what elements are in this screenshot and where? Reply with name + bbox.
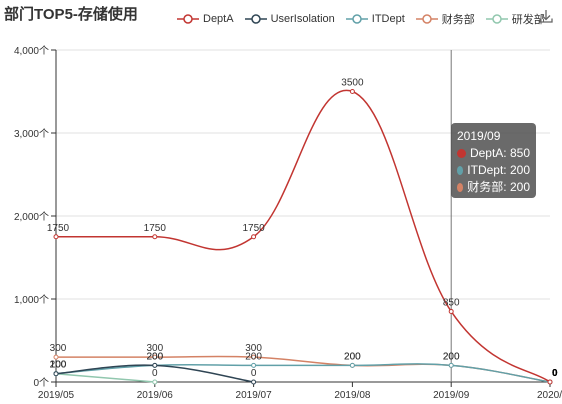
data-point[interactable] (251, 354, 257, 360)
x-tick-label: 2019/09 (433, 390, 470, 401)
data-label: 200 (344, 351, 361, 362)
tooltip-row-itdept: ITDept: 200 (457, 162, 530, 179)
data-point[interactable] (349, 362, 355, 368)
data-point[interactable] (152, 379, 158, 385)
tooltip-row-finance: 财务部: 200 (457, 179, 530, 196)
data-label: 100 (50, 360, 67, 371)
x-tick-label: 2020/ (537, 390, 562, 401)
legend-label: ITDept (371, 13, 405, 25)
y-tick-label: 2,000个 (14, 211, 49, 223)
data-point[interactable] (53, 371, 59, 377)
data-point[interactable] (152, 362, 158, 368)
series-line (56, 355, 551, 383)
y-tick-label: 0个 (33, 377, 49, 389)
y-tick-label: 3,000个 (14, 128, 49, 140)
legend-label: DeptA (203, 13, 234, 25)
data-label: 200 (443, 351, 460, 362)
series-dot-icon (457, 166, 464, 175)
data-label: 1750 (47, 223, 70, 234)
data-label: 0 (251, 368, 257, 379)
data-point[interactable] (547, 379, 553, 385)
series-line (55, 372, 155, 383)
legend-item-depta[interactable]: DeptA (177, 13, 234, 25)
data-label: 200 (50, 360, 67, 371)
x-tick-label: 2019/08 (334, 390, 371, 401)
data-point[interactable] (251, 379, 257, 385)
data-label: 300 (50, 343, 67, 354)
legend-item-itdept[interactable]: ITDept (345, 13, 405, 25)
legend-item-userisolation[interactable]: UserIsolation (244, 13, 335, 25)
series-dot-icon (457, 149, 466, 158)
data-label: 200 (245, 351, 262, 362)
data-label: 0 (552, 368, 558, 379)
series-userisolation (53, 362, 257, 385)
legend-marker-icon (415, 14, 438, 24)
data-label: 1750 (242, 223, 265, 234)
data-label: 300 (245, 343, 262, 354)
data-label: 200 (344, 351, 361, 362)
data-label: 0 (152, 368, 158, 379)
legend-label: 财务部 (441, 14, 475, 26)
series-depta (53, 89, 553, 385)
data-label: 850 (443, 297, 460, 308)
data-label: 200 (146, 351, 163, 362)
legend-item-rnd[interactable]: 研发部 (485, 11, 545, 27)
data-label: 200 (146, 351, 163, 362)
data-point[interactable] (53, 354, 59, 360)
x-tick-label: 2019/07 (236, 390, 273, 401)
data-label: 3500 (341, 78, 364, 89)
tooltip-row-text: DeptA: 850 (469, 146, 530, 160)
x-tick-label: 2019/05 (38, 390, 75, 401)
legend-label: UserIsolation (270, 13, 335, 25)
data-point[interactable] (152, 354, 158, 360)
data-point[interactable] (53, 234, 59, 240)
tooltip: 2019/09 DeptA: 850 ITDept: 200 财务部: 200 (451, 123, 536, 198)
grid: 0个 1,000个 2,000个 3,000个 4,000个 (14, 45, 550, 389)
legend-item-finance[interactable]: 财务部 (415, 11, 475, 27)
data-label: 1750 (144, 223, 167, 234)
download-icon[interactable] (538, 8, 554, 24)
y-tick-label: 1,000个 (14, 294, 49, 306)
data-label: 200 (443, 351, 460, 362)
data-point[interactable] (349, 89, 355, 94)
series-dot-icon (457, 183, 464, 192)
series-itdept (53, 362, 553, 385)
data-label: 0 (552, 368, 558, 379)
data-point[interactable] (152, 234, 158, 240)
x-tick-label: 2019/06 (137, 390, 174, 401)
tooltip-row-depta: DeptA: 850 (457, 145, 530, 162)
tooltip-title: 2019/09 (457, 129, 501, 143)
data-point[interactable] (448, 362, 454, 368)
y-tick-label: 4,000个 (14, 45, 49, 57)
data-point[interactable] (251, 362, 257, 368)
data-label: 300 (146, 343, 163, 354)
data-point[interactable] (448, 308, 454, 314)
legend-marker-icon (485, 14, 508, 24)
legend: DeptA UserIsolation ITDept 财务部 研发部 (177, 11, 556, 27)
data-label: 100 (50, 360, 67, 371)
legend-marker-icon (244, 14, 267, 24)
legend-marker-icon (345, 14, 368, 24)
data-point[interactable] (251, 234, 257, 240)
legend-marker-icon (177, 14, 199, 24)
legend-label: 研发部 (511, 14, 545, 26)
tooltip-row-text: 财务部: 200 (467, 180, 530, 194)
page-title: 部门TOP5-存储使用 (4, 6, 138, 23)
tooltip-row-text: ITDept: 200 (467, 163, 530, 177)
data-label: 0 (552, 368, 558, 379)
